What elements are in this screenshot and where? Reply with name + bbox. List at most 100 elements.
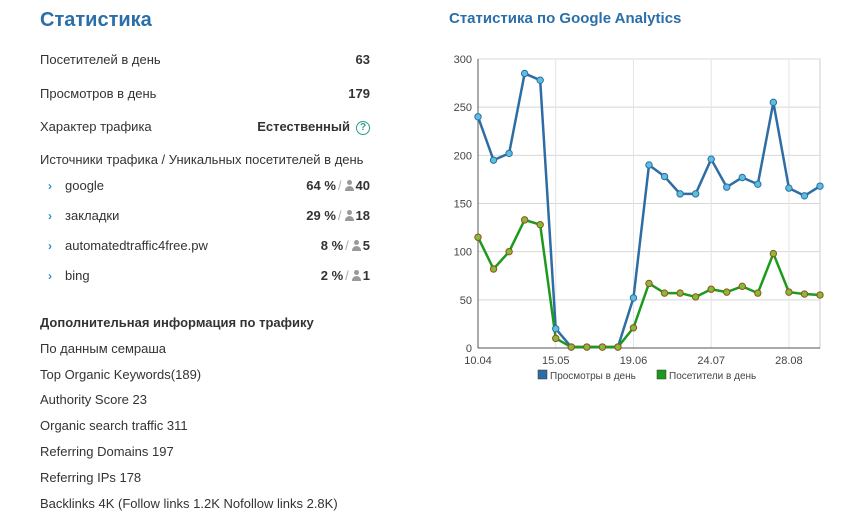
y-tick-label: 300 <box>454 54 472 66</box>
x-tick-label: 10.04 <box>464 355 492 367</box>
extra-line: Referring IPs 178 <box>40 470 142 485</box>
user-icon <box>344 180 355 191</box>
source-stat: 2 %/ 1 <box>321 267 370 285</box>
user-icon <box>351 240 362 251</box>
data-point <box>707 155 715 163</box>
source-name[interactable]: закладки <box>65 208 120 223</box>
user-icon <box>344 210 355 221</box>
source-item[interactable]: › google 64 %/ 40 <box>48 177 370 195</box>
source-item[interactable]: › bing 2 %/ 1 <box>48 267 370 285</box>
data-point <box>536 220 544 229</box>
source-users: 5 <box>362 238 370 253</box>
x-tick-label: 24.07 <box>697 355 725 367</box>
source-stat: 29 %/ 18 <box>306 207 370 225</box>
data-point <box>645 161 653 169</box>
data-point <box>660 289 669 297</box>
source-item[interactable]: › automatedtraffic4free.pw 8 %/ 5 <box>48 237 370 255</box>
data-point <box>769 98 778 107</box>
source-percent: 29 % <box>306 208 336 223</box>
data-point <box>754 180 762 188</box>
source-percent: 8 % <box>320 238 344 253</box>
chevron-right-icon: › <box>48 239 52 253</box>
data-point <box>738 173 746 182</box>
source-stat: 8 %/ 5 <box>321 237 370 255</box>
chevron-right-icon: › <box>48 179 52 193</box>
data-point <box>707 285 715 293</box>
data-point <box>489 156 498 164</box>
data-point <box>676 190 684 198</box>
data-point <box>583 343 591 351</box>
source-name[interactable]: automatedtraffic4free.pw <box>65 238 208 253</box>
extra-line: Authority Score 23 <box>40 392 147 407</box>
data-point <box>520 69 529 78</box>
data-point <box>660 172 669 181</box>
extra-info-title: Дополнительная информация по трафику <box>40 315 314 330</box>
data-point <box>738 282 746 291</box>
data-point <box>552 334 560 343</box>
stats-title: Статистика <box>40 9 152 31</box>
help-icon[interactable]: ? <box>356 121 370 135</box>
data-point <box>614 343 622 351</box>
data-point <box>474 233 482 241</box>
source-stat: 64 %/ 40 <box>306 177 370 195</box>
data-point <box>536 76 544 84</box>
visitors-label: Посетителей в день <box>40 52 161 67</box>
y-tick-label: 50 <box>460 295 472 307</box>
data-point <box>785 184 793 192</box>
data-point <box>505 247 513 256</box>
extra-line: По данным семраша <box>40 341 167 356</box>
views-row: Просмотров в день 179 <box>40 85 370 103</box>
source-separator: / <box>345 238 349 253</box>
traffic-type-label: Характер трафика <box>40 119 152 134</box>
traffic-type-value: Естественный? <box>257 118 370 136</box>
source-name[interactable]: google <box>65 178 105 193</box>
source-users: 1 <box>362 268 370 283</box>
source-item[interactable]: › закладки 29 %/ 18 <box>48 207 370 225</box>
source-name[interactable]: bing <box>65 268 90 283</box>
data-point <box>800 192 809 200</box>
legend-swatch <box>537 369 548 380</box>
views-label: Просмотров в день <box>40 86 157 101</box>
data-point <box>723 183 731 191</box>
source-percent: 2 % <box>320 268 344 283</box>
y-tick-label: 0 <box>466 343 472 355</box>
user-icon <box>351 270 362 281</box>
legend-label: Просмотры в день <box>550 371 636 382</box>
data-point <box>800 290 809 298</box>
traffic-type-row: Характер трафика Естественный? <box>40 118 370 136</box>
extra-line: Backlinks 4K (Follow links 1.2K Nofollow… <box>40 496 338 511</box>
legend-label: Посетители в день <box>669 371 756 382</box>
views-value: 179 <box>348 86 370 101</box>
data-point <box>474 113 482 121</box>
chevron-right-icon: › <box>48 209 52 223</box>
x-tick-label: 28.08 <box>775 355 803 367</box>
y-tick-label: 200 <box>454 150 472 162</box>
data-point <box>723 288 731 296</box>
data-point <box>691 293 700 301</box>
data-point <box>754 289 762 297</box>
data-point <box>598 343 607 351</box>
y-tick-label: 150 <box>454 199 472 211</box>
data-point <box>816 291 824 299</box>
x-tick-label: 15.05 <box>542 355 570 367</box>
data-point <box>816 182 824 190</box>
traffic-type-text: Естественный <box>257 119 350 134</box>
data-point <box>691 190 700 198</box>
visitors-row: Посетителей в день 63 <box>40 51 370 69</box>
source-percent: 64 % <box>306 178 336 193</box>
data-point <box>520 216 529 224</box>
data-point <box>676 289 684 297</box>
sources-label: Источники трафика / Уникальных посетител… <box>40 152 364 167</box>
data-point <box>489 265 498 273</box>
source-users: 40 <box>355 178 370 193</box>
data-point <box>629 324 638 332</box>
source-users: 18 <box>355 208 370 223</box>
legend-swatch <box>656 369 667 380</box>
source-separator: / <box>345 268 349 283</box>
data-point <box>645 279 653 288</box>
data-point <box>552 325 560 333</box>
visitors-value: 63 <box>355 52 370 67</box>
extra-line: Referring Domains 197 <box>40 444 174 459</box>
data-point <box>785 288 793 296</box>
